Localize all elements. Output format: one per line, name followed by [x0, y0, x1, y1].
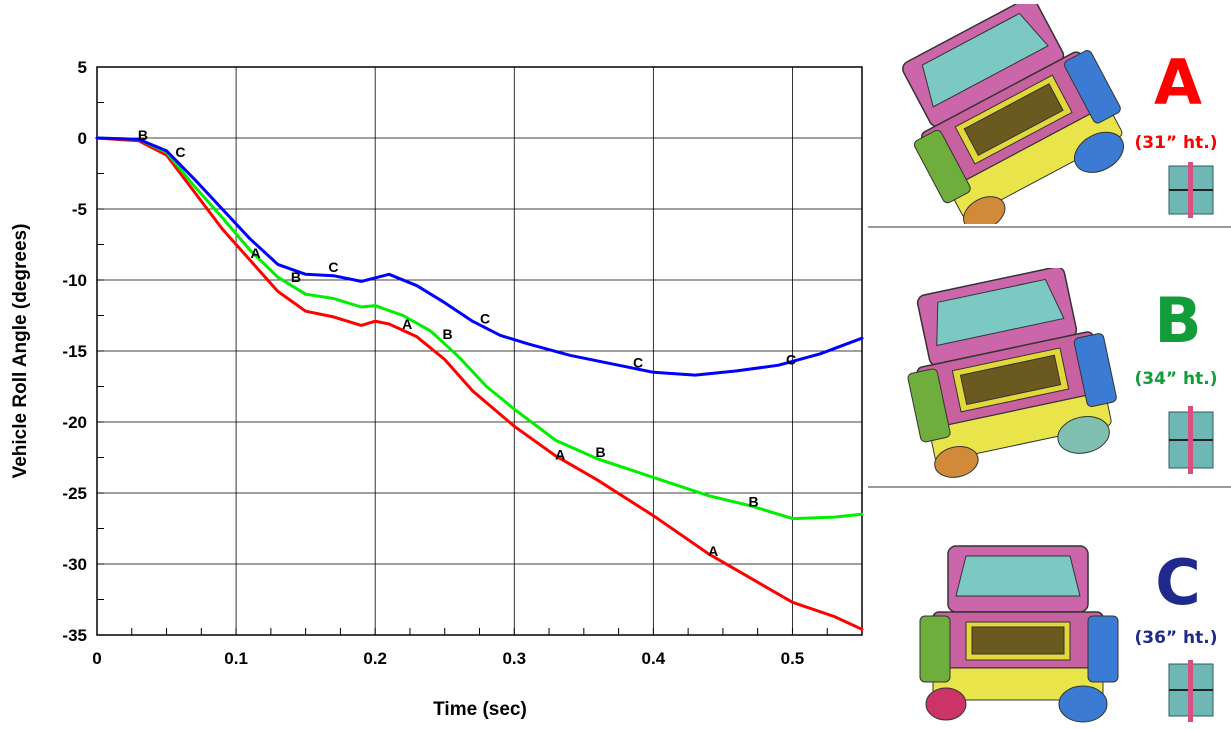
barrier-icon-b [1168, 406, 1214, 474]
y-tick-label: -15 [62, 342, 87, 361]
case-height-a: (31” ht.) [1134, 133, 1218, 153]
case-letter-a: A [1154, 46, 1202, 119]
y-tick-label: 5 [78, 58, 87, 77]
series-marker-a: A [402, 316, 412, 332]
series-marker-b: B [442, 326, 452, 342]
y-tick-label: -20 [62, 413, 87, 432]
chart-markers: B C A B C A B C A B C A B C [138, 127, 796, 559]
truck-model-b-image [907, 268, 1117, 478]
series-marker-b: B [291, 269, 301, 285]
barrier-icon-c [1168, 660, 1214, 722]
y-axis-title: Vehicle Roll Angle (degrees) [10, 224, 31, 479]
chart-series [95, 136, 864, 631]
series-line-b [95, 136, 864, 521]
case-letter-c: C [1155, 546, 1201, 619]
case-panel-c: C (36” ht.) [868, 488, 1231, 729]
truck-model-c-image [919, 545, 1119, 723]
case-panel-a: A (31” ht.) [868, 0, 1231, 226]
series-marker-c: C [633, 354, 643, 370]
series-marker-a: A [555, 447, 565, 463]
series-marker-c: C [480, 310, 490, 326]
chart-gridlines [96, 66, 862, 636]
series-marker-a: A [708, 543, 718, 559]
x-tick-label: 0.2 [363, 649, 387, 668]
truck-model-a-image [902, 4, 1124, 224]
y-tick-label: -25 [62, 484, 87, 503]
y-tick-label: 0 [78, 129, 87, 148]
case-height-c: (36” ht.) [1134, 628, 1218, 648]
x-tick-label: 0.3 [502, 649, 526, 668]
series-marker-c: C [175, 144, 185, 160]
series-marker-a: A [251, 245, 261, 261]
y-tick-label: -10 [62, 271, 87, 290]
y-tick-label: -30 [62, 555, 87, 574]
case-letter-b: B [1154, 284, 1202, 357]
y-tick-label: -35 [62, 626, 87, 645]
chart-ticks: 0 0.1 0.2 0.3 0.4 0.5 5 0 -5 -10 -15 -20 -25 -30 -35 [62, 58, 863, 668]
series-marker-c: C [786, 352, 796, 368]
series-marker-b: B [595, 444, 605, 460]
case-height-b: (34” ht.) [1134, 369, 1218, 389]
roll-angle-chart: 0 0.1 0.2 0.3 0.4 0.5 5 0 -5 -10 -15 -20 -25 -30 -35 B… [10, 58, 864, 720]
panel-divider-2 [868, 486, 1231, 488]
x-tick-label: 0.4 [642, 649, 666, 668]
panel-divider-1 [868, 226, 1231, 228]
series-line-c [95, 136, 864, 377]
series-line-a [95, 136, 864, 631]
x-tick-label: 0.1 [224, 649, 248, 668]
case-panel-b: B (34” ht.) [868, 228, 1231, 486]
series-marker-b: B [748, 494, 758, 510]
series-marker-c: C [328, 259, 338, 275]
x-axis-title: Time (sec) [433, 699, 527, 720]
series-marker-b: B [138, 127, 148, 143]
barrier-icon-a [1168, 162, 1214, 218]
x-tick-label: 0.5 [781, 649, 805, 668]
y-tick-label: -5 [72, 200, 87, 219]
x-tick-label: 0 [92, 649, 101, 668]
